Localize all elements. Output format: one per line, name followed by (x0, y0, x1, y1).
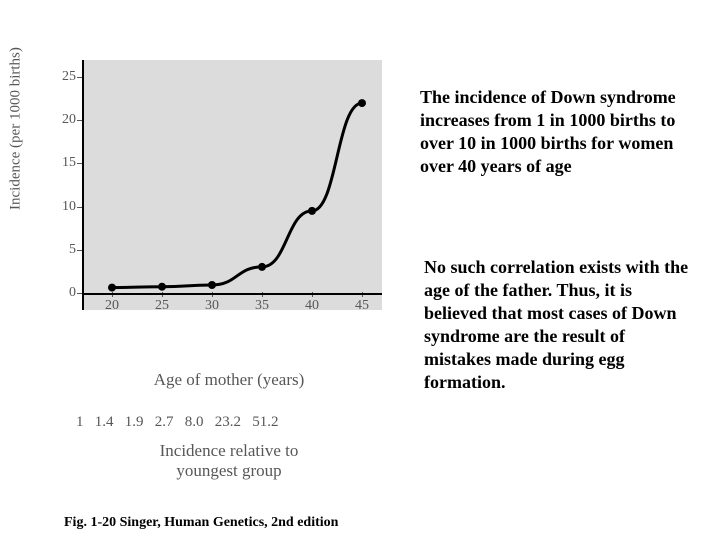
y-tick-label: 25 (50, 69, 76, 85)
paragraph-2: No such correlation exists with the age … (424, 256, 696, 394)
chart-line (82, 60, 382, 310)
chart-block: Incidence (per 1000 births) 051015202520… (24, 60, 404, 531)
relative-incidence-values: 1 1.4 1.9 2.7 8.0 23.2 51.2 (76, 414, 404, 431)
figure-caption: Fig. 1-20 Singer, Human Genetics, 2nd ed… (64, 515, 404, 531)
rel-label-line-2: youngest group (176, 461, 281, 480)
y-tick-label: 5 (50, 242, 76, 258)
rel-label-line-1: Incidence relative to (160, 441, 299, 460)
chart-plot-area: 0510152025202530354045 (82, 60, 382, 310)
y-tick-label: 10 (50, 199, 76, 215)
y-axis-label: Incidence (per 1000 births) (8, 47, 25, 210)
y-tick-label: 15 (50, 155, 76, 171)
paragraph-1: The incidence of Down syndrome increases… (420, 86, 696, 178)
y-tick-label: 20 (50, 112, 76, 128)
x-axis-label: Age of mother (years) (54, 370, 404, 390)
chart-frame: Incidence (per 1000 births) 051015202520… (24, 60, 404, 360)
y-tick-label: 0 (50, 285, 76, 301)
relative-incidence-label: Incidence relative to youngest group (54, 441, 404, 481)
